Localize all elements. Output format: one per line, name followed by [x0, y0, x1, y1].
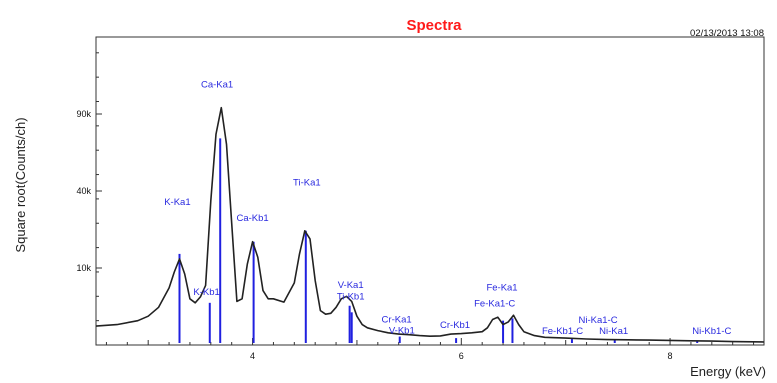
spectrum-line-layer: [95, 106, 765, 343]
peak-label: Cr-Kb1: [440, 320, 470, 331]
peak-marker-layer: [178, 138, 699, 343]
peak-label: K-Ka1: [164, 197, 190, 208]
peak-label: Ni-Kb1-C: [692, 326, 731, 337]
timestamp: 02/13/2013 13:08: [690, 28, 764, 39]
peak-label: Ni-Ka1: [599, 326, 628, 337]
peak-label: Ti-Kb1: [337, 291, 365, 302]
x-tick-label: 6: [459, 351, 464, 361]
peak-label: Ni-Ka1-C: [579, 315, 618, 326]
plot-frame: [95, 36, 765, 346]
peak-label: Cr-Ka1: [382, 315, 412, 326]
y-tick-label: 90k: [76, 109, 91, 119]
peak-label: K-Kb1: [193, 287, 219, 298]
peak-label: Ca-Kb1: [236, 213, 268, 224]
peak-label: Ti-Ka1: [293, 177, 321, 188]
peak-label: Fe-Kb1-C: [542, 326, 583, 337]
peak-label: V-Ka1: [338, 280, 364, 291]
x-axis-title: Energy (keV): [690, 364, 766, 379]
x-tick-label: 4: [250, 351, 255, 361]
peak-label: V-Kb1: [389, 325, 415, 336]
tick-layer: 4 6 8 10k 40k 90k: [76, 52, 755, 361]
peak-label: Fe-Ka1-C: [474, 299, 515, 310]
peak-label: Ca-Ka1: [201, 79, 233, 90]
y-tick-label: 40k: [76, 186, 91, 196]
y-tick-label: 10k: [76, 263, 91, 273]
y-axis-title: Square root(Counts/ch): [13, 117, 28, 252]
spectrum-line: [95, 106, 765, 343]
chart-title: Spectra: [406, 17, 462, 34]
peak-label: Fe-Ka1: [486, 283, 517, 294]
x-tick-label: 8: [668, 351, 673, 361]
